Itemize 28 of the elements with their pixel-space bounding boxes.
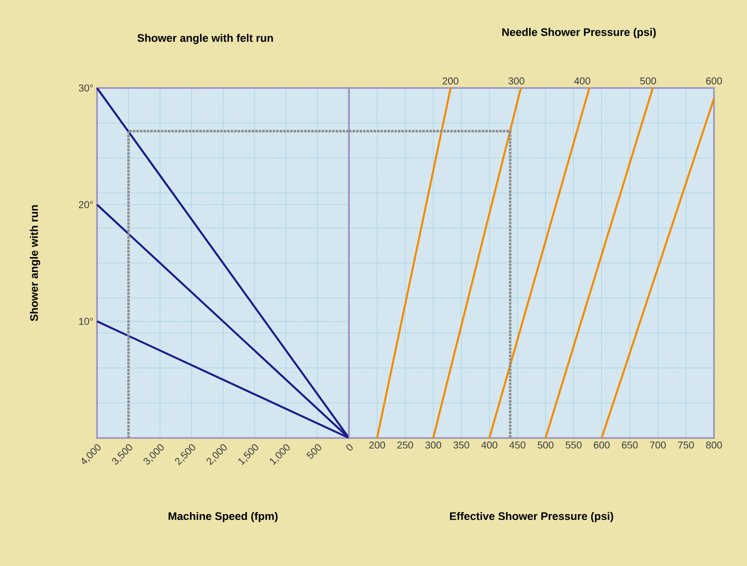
x-axis-title: Machine Speed (fpm) <box>168 512 278 522</box>
x-tick-label: 650 <box>622 442 638 449</box>
x-tick-label: 550 <box>566 442 582 449</box>
chart-title: Shower angle with felt run <box>137 34 273 44</box>
x-tick-label: 750 <box>678 442 694 449</box>
x2-tick-label: 300 <box>508 77 524 84</box>
y-tick-label: 20° <box>78 201 93 208</box>
x-tick-label: 600 <box>594 442 610 449</box>
x-tick-label: 200 <box>369 442 386 449</box>
x2-tick-label: 500 <box>640 77 656 84</box>
y-axis-title: Shower angle with run <box>30 205 40 322</box>
x2-tick-label: 600 <box>706 77 722 84</box>
y-tick-label: 10° <box>79 318 93 325</box>
x-tick-label: 450 <box>509 442 526 449</box>
x-tick-label: 350 <box>453 442 470 449</box>
x2-tick-label: 200 <box>442 77 458 84</box>
x2-axis-title: Needle Shower Pressure (psi) <box>502 28 656 38</box>
x-tick-label: 500 <box>306 444 322 459</box>
x2-tick-label: 400 <box>574 77 590 84</box>
x-tick-label: 0 <box>346 444 353 451</box>
x-tick-label: 400 <box>481 442 498 449</box>
x-tick-label: 300 <box>425 442 442 449</box>
x-tick-label: 700 <box>650 442 666 449</box>
y-tick-label: 30° <box>78 84 93 92</box>
x-axis-title: Effective Shower Pressure (psi) <box>450 512 614 522</box>
x-tick-label: 500 <box>538 442 554 449</box>
x-tick-label: 250 <box>397 442 414 449</box>
x-tick-label: 800 <box>706 442 722 449</box>
